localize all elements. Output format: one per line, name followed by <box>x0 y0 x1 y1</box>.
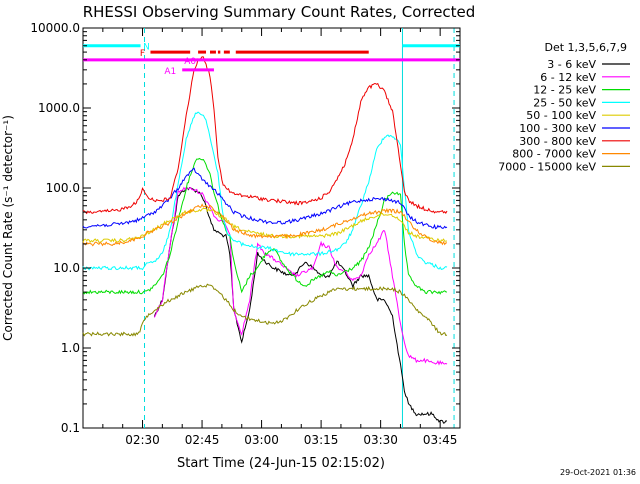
x-tick-label: 02:30 <box>125 433 160 447</box>
legend-label: 3 - 6 keV <box>547 58 596 71</box>
y-axis: 0.1 1.0 10.0 100.0 1000.0 10000.0 <box>30 21 460 435</box>
legend-label: 12 - 25 keV <box>533 84 596 97</box>
legend-label: 7000 - 15000 keV <box>498 160 596 173</box>
annotation-label: N <box>143 43 150 53</box>
series-layer <box>82 56 448 424</box>
legend-label: 6 - 12 keV <box>540 71 596 84</box>
y-tick-label: 1.0 <box>61 341 80 355</box>
annotation-label: A1 <box>164 67 176 77</box>
x-tick-label: 03:45 <box>423 433 458 447</box>
x-axis: 02:30 02:45 03:00 03:15 03:30 03:45 <box>102 28 458 447</box>
x-tick-label: 03:00 <box>244 433 279 447</box>
x-axis-label: Start Time (24-Jun-15 02:15:02) <box>177 456 385 471</box>
series-line <box>82 283 448 337</box>
x-tick-label: 02:45 <box>185 433 220 447</box>
series-line <box>82 56 448 215</box>
y-tick-label: 100.0 <box>46 181 80 195</box>
y-tick-label: 1000.0 <box>38 101 80 115</box>
footer-date: 29-Oct-2021 01:36 <box>560 468 636 477</box>
series-line <box>153 187 448 424</box>
y-tick-label: 10.0 <box>53 261 80 275</box>
annotation-layer: NF A1 A0 <box>83 43 460 77</box>
chart-title: RHESSI Observing Summary Count Rates, Co… <box>83 3 476 21</box>
plot-frame <box>82 27 461 429</box>
series-line <box>82 167 448 230</box>
x-tick-label: 03:15 <box>304 433 339 447</box>
legend-label: 50 - 100 keV <box>526 109 596 122</box>
series-line <box>82 111 448 271</box>
legend-label: 800 - 7000 keV <box>512 148 596 161</box>
legend-label: 25 - 50 keV <box>533 96 596 109</box>
y-tick-label: 10000.0 <box>30 21 80 35</box>
x-tick-label: 03:30 <box>363 433 398 447</box>
y-axis-label: Corrected Count Rate (s⁻¹ detector⁻¹) <box>1 115 15 341</box>
annotation-label: A0 <box>184 57 196 67</box>
night-lines <box>144 28 455 428</box>
legend-label: 300 - 800 keV <box>519 135 596 148</box>
legend-label: 100 - 300 keV <box>519 122 596 135</box>
legend-title: Det 1,3,5,6,7,9 <box>544 41 627 54</box>
series-line <box>153 186 448 366</box>
series-line <box>82 207 448 244</box>
series-line <box>82 203 447 247</box>
annotation-label: F <box>140 49 145 59</box>
y-tick-label: 0.1 <box>61 421 80 435</box>
